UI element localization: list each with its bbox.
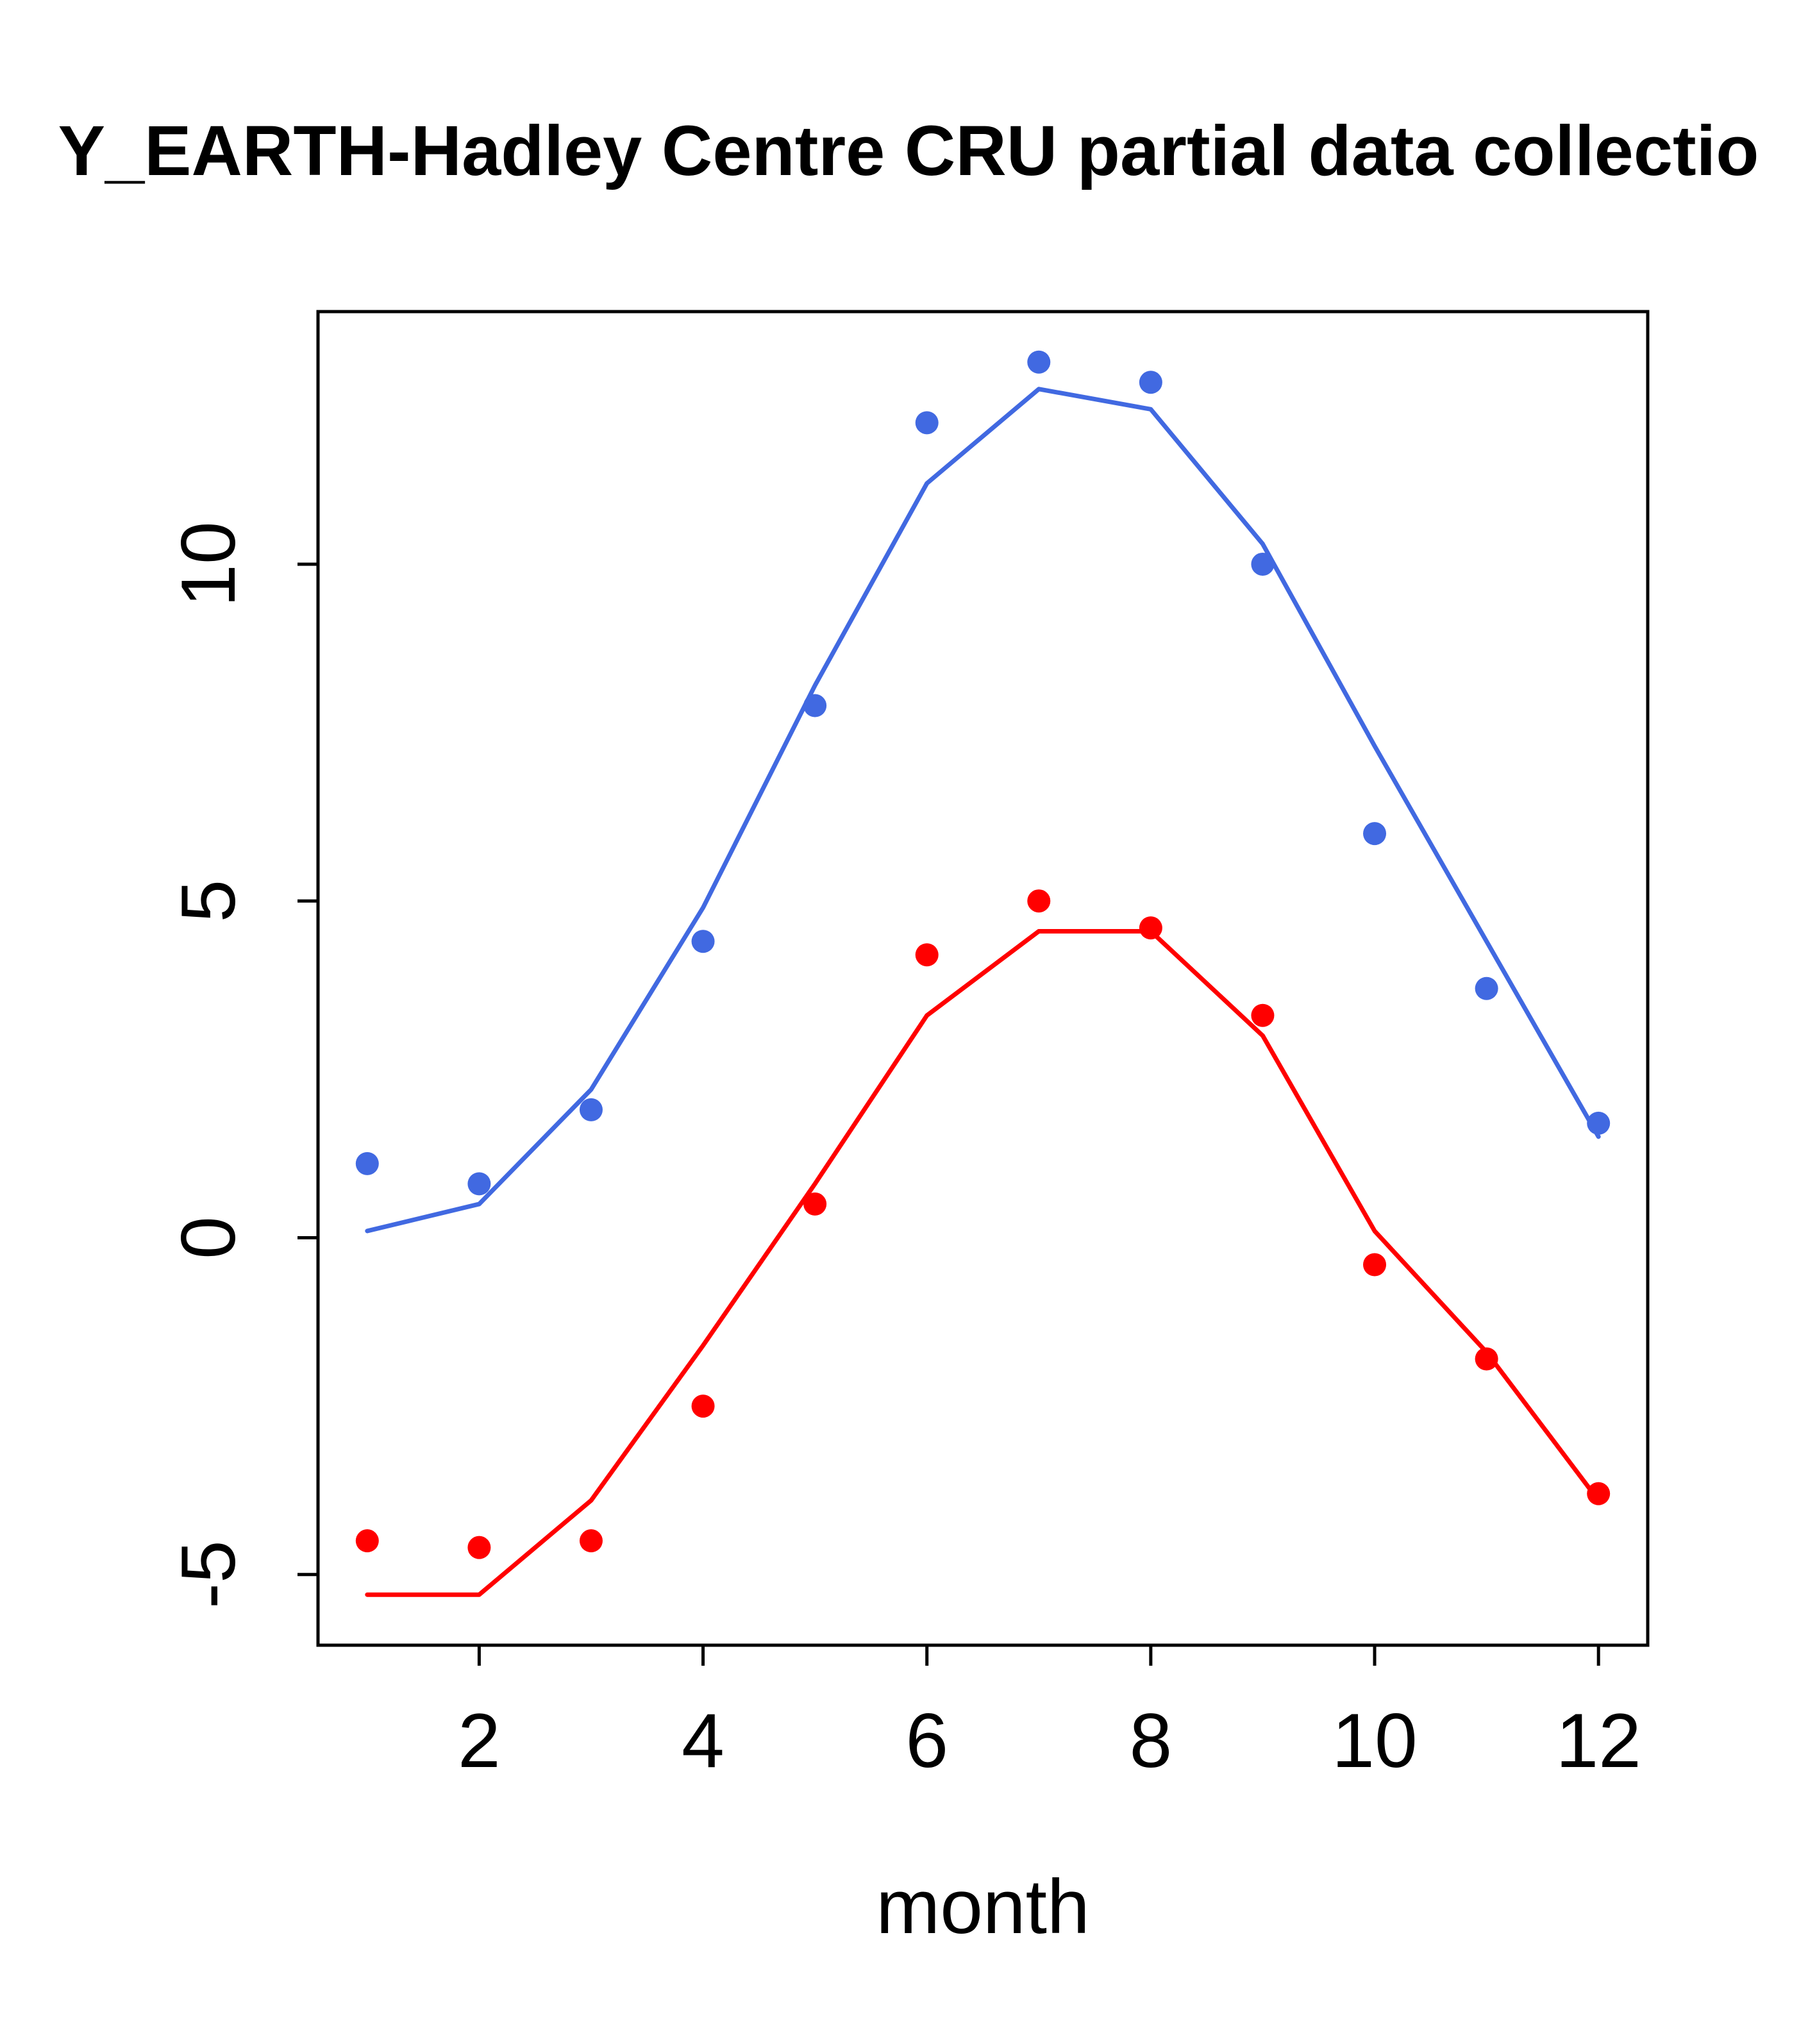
- x-axis-label: month: [876, 1864, 1090, 1950]
- x-tick-label: 4: [682, 1698, 724, 1784]
- data-point-observations-blue: [355, 1152, 379, 1175]
- data-point-observations-red: [579, 1529, 603, 1553]
- data-point-observations-red: [355, 1529, 379, 1553]
- data-point-observations-red: [1251, 1003, 1275, 1027]
- chart-title: Y_EARTH-Hadley Centre CRU partial data c…: [58, 111, 1759, 190]
- x-tick-label: 2: [458, 1698, 501, 1784]
- data-point-observations-blue: [1587, 1111, 1611, 1135]
- data-point-observations-red: [803, 1192, 827, 1216]
- data-point-observations-red: [1027, 889, 1051, 913]
- data-point-observations-blue: [467, 1172, 491, 1196]
- y-tick-label: 10: [165, 521, 251, 607]
- x-tick-label: 6: [905, 1698, 948, 1784]
- chart-title-container: Y_EARTH-Hadley Centre CRU partial data c…: [0, 96, 1817, 205]
- series-line-model-red: [365, 928, 1601, 1597]
- data-point-observations-red: [1363, 1253, 1387, 1277]
- plot-border: [316, 310, 1650, 1647]
- data-point-observations-blue: [691, 930, 715, 953]
- data-point-observations-red: [691, 1395, 715, 1418]
- data-point-observations-blue: [1251, 552, 1275, 576]
- data-point-observations-red: [1475, 1347, 1498, 1371]
- data-point-observations-red: [1587, 1482, 1611, 1505]
- data-point-observations-blue: [1027, 350, 1051, 374]
- x-tick-label: 8: [1129, 1698, 1172, 1784]
- data-point-observations-blue: [915, 411, 939, 435]
- y-tick-label: 0: [165, 1216, 251, 1259]
- data-point-observations-blue: [579, 1098, 603, 1121]
- data-point-observations-blue: [803, 694, 827, 717]
- data-point-observations-red: [467, 1536, 491, 1559]
- data-point-observations-red: [1139, 916, 1162, 940]
- data-point-observations-blue: [1139, 371, 1162, 394]
- data-point-observations-blue: [1475, 976, 1498, 1000]
- x-tick-label: 10: [1332, 1698, 1417, 1784]
- x-tick-label: 12: [1555, 1698, 1641, 1784]
- data-point-observations-blue: [1363, 822, 1387, 846]
- y-tick-label: -5: [165, 1540, 251, 1609]
- data-point-observations-red: [915, 943, 939, 967]
- y-tick-label: 5: [165, 880, 251, 923]
- series-line-model-blue: [365, 387, 1601, 1234]
